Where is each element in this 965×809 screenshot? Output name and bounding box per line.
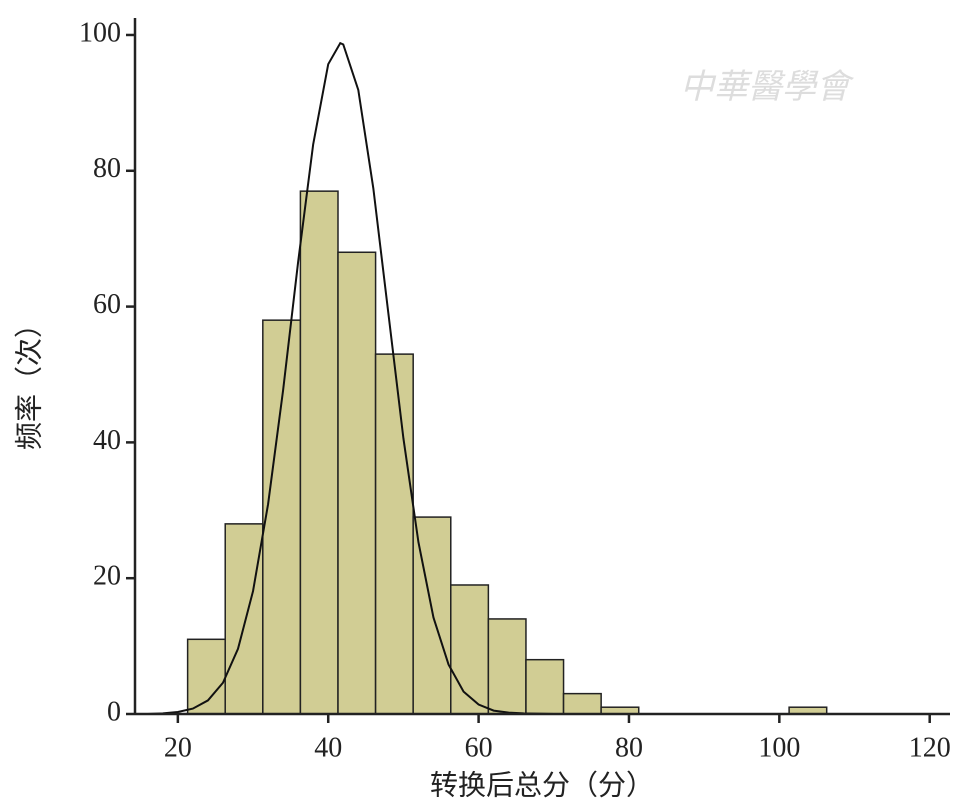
y-axis-label: 频率（次）: [13, 310, 45, 450]
y-tick-label: 60: [93, 289, 121, 320]
histogram-bar: [299, 190, 339, 715]
x-axis-label: 转换后总分（分）: [430, 769, 654, 801]
watermark: 中華醫學會: [680, 69, 855, 106]
x-tick-label: 60: [465, 732, 493, 763]
x-tick-label: 20: [164, 732, 192, 763]
histogram-bar: [525, 658, 565, 715]
y-tick-label: 20: [93, 561, 121, 592]
histogram-bar: [374, 353, 414, 715]
y-tick-label: 40: [93, 425, 121, 456]
x-tick-label: 100: [758, 732, 800, 763]
histogram-bar: [487, 618, 527, 715]
normal-curve: [132, 41, 945, 715]
histogram-bar: [224, 523, 264, 715]
histogram-bar: [262, 319, 302, 715]
histogram-bar: [186, 638, 226, 715]
histogram-bar: [450, 584, 490, 715]
x-tick-label: 80: [615, 732, 643, 763]
y-tick-label: 0: [107, 696, 121, 727]
histogram-bar: [562, 692, 602, 715]
y-tick-label: 100: [79, 17, 121, 48]
x-tick-label: 120: [909, 732, 951, 763]
y-tick-label: 80: [93, 153, 121, 184]
x-tick-label: 40: [314, 732, 342, 763]
histogram-bar: [337, 251, 377, 715]
